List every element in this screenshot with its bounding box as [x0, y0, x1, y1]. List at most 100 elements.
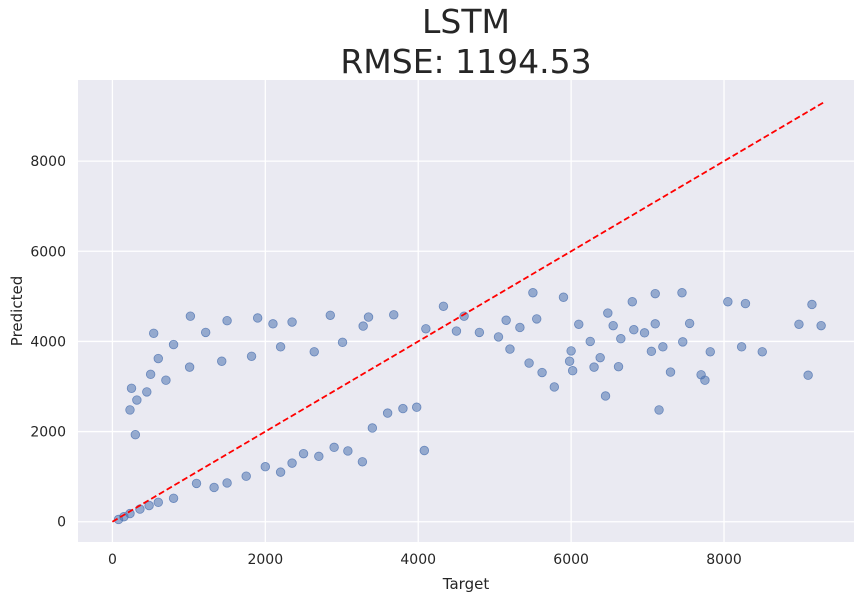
- data-point: [241, 471, 251, 481]
- data-point: [650, 288, 660, 299]
- data-point: [222, 315, 232, 326]
- data-point: [142, 387, 152, 397]
- data-point: [153, 497, 163, 508]
- data-point: [474, 327, 485, 338]
- data-point: [549, 382, 560, 392]
- data-point: [125, 405, 135, 415]
- data-point: [411, 402, 422, 412]
- data-point: [658, 342, 668, 352]
- data-point: [537, 367, 547, 378]
- data-point: [567, 366, 578, 376]
- data-point: [337, 337, 348, 348]
- data-point: [222, 478, 232, 488]
- data-point: [367, 423, 378, 433]
- data-point: [145, 369, 156, 380]
- data-point: [757, 347, 767, 357]
- data-point: [421, 324, 431, 334]
- data-point: [161, 375, 171, 385]
- data-point: [252, 313, 263, 323]
- data-point: [130, 430, 141, 440]
- y-axis-label: Predicted: [8, 276, 26, 346]
- x-axis-label: Target: [442, 575, 490, 593]
- y-tick-label: 6000: [30, 244, 66, 260]
- y-tick-label: 8000: [30, 154, 66, 170]
- data-point: [613, 361, 624, 372]
- y-tick-labels: 0 2000 4000 6000 8000: [30, 154, 66, 531]
- data-point: [209, 482, 219, 493]
- data-point: [419, 445, 430, 456]
- chart-title-line1: LSTM: [422, 2, 510, 41]
- data-point: [654, 405, 664, 415]
- y-tick-label: 0: [57, 515, 66, 531]
- data-points: [113, 288, 826, 525]
- data-point: [803, 370, 813, 380]
- data-point: [558, 292, 569, 302]
- data-point: [268, 319, 278, 329]
- data-point: [329, 442, 339, 453]
- data-point: [677, 288, 687, 298]
- data-point: [358, 321, 368, 331]
- data-point: [153, 353, 163, 364]
- data-point: [627, 297, 637, 307]
- grid-lines: [78, 80, 854, 542]
- data-point: [126, 383, 137, 394]
- data-point: [168, 339, 179, 350]
- data-point: [736, 342, 747, 352]
- data-point: [382, 408, 393, 418]
- x-tick-label: 8000: [706, 552, 742, 568]
- data-point: [357, 457, 368, 467]
- data-point: [298, 448, 309, 459]
- data-point: [740, 298, 751, 309]
- data-point: [564, 356, 575, 366]
- data-point: [566, 346, 576, 356]
- data-point: [309, 347, 319, 357]
- data-point: [678, 337, 688, 347]
- reference-line: [111, 101, 824, 523]
- data-point: [493, 332, 504, 342]
- data-point: [524, 358, 534, 368]
- data-point: [595, 352, 605, 363]
- data-point: [603, 308, 613, 318]
- data-point: [325, 310, 335, 320]
- data-point: [639, 328, 650, 338]
- data-point: [505, 344, 515, 354]
- chart-title-line2: RMSE: 1194.53: [340, 42, 591, 81]
- data-point: [438, 301, 449, 311]
- data-point: [168, 493, 179, 503]
- data-point: [629, 325, 639, 335]
- x-tick-labels: 0 2000 4000 6000 8000: [108, 552, 742, 568]
- data-point: [398, 403, 408, 414]
- x-tick-label: 6000: [553, 552, 589, 568]
- data-point: [287, 458, 297, 468]
- data-point: [616, 334, 626, 344]
- data-point: [389, 310, 399, 320]
- data-point: [217, 356, 227, 366]
- data-point: [794, 319, 804, 329]
- y-tick-label: 4000: [30, 334, 66, 350]
- x-tick-label: 4000: [400, 552, 436, 568]
- data-point: [191, 478, 202, 489]
- data-point: [459, 311, 469, 321]
- data-point: [275, 467, 286, 477]
- data-point: [684, 318, 695, 329]
- x-tick-label: 0: [108, 552, 117, 568]
- data-point: [343, 446, 353, 456]
- data-point: [532, 314, 542, 324]
- data-point: [144, 500, 154, 511]
- data-point: [705, 347, 715, 357]
- data-point: [528, 288, 538, 298]
- data-point: [185, 311, 196, 321]
- data-point: [646, 346, 657, 357]
- data-point: [246, 351, 257, 361]
- data-point: [451, 326, 462, 336]
- data-point: [148, 328, 159, 339]
- data-point: [132, 395, 142, 405]
- data-point: [589, 362, 599, 372]
- data-point: [585, 336, 595, 347]
- data-point: [287, 317, 297, 327]
- data-point: [200, 327, 211, 338]
- data-point: [275, 342, 286, 352]
- data-point: [665, 367, 676, 377]
- data-point: [723, 297, 733, 307]
